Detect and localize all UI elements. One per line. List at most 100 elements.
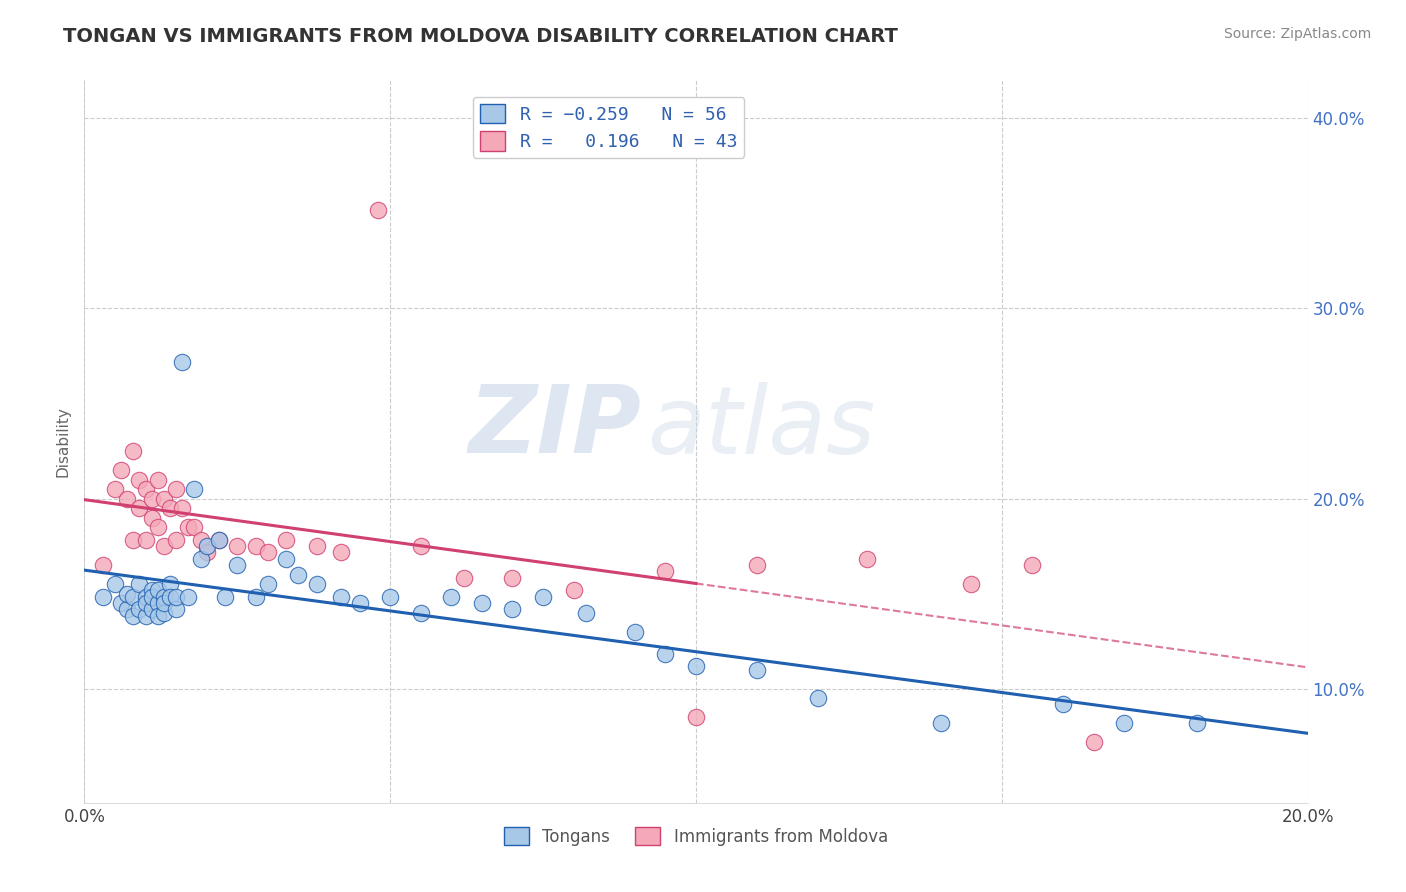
Point	[575, 606, 598, 620]
Point	[122, 444, 145, 458]
Point	[146, 520, 169, 534]
Point	[190, 552, 212, 566]
Point	[183, 482, 205, 496]
Point	[287, 567, 309, 582]
Point	[165, 533, 187, 548]
Point	[257, 577, 280, 591]
Point	[153, 539, 176, 553]
Point	[91, 591, 114, 605]
Point	[685, 710, 707, 724]
Text: ZIP: ZIP	[468, 381, 641, 473]
Point	[146, 582, 169, 597]
Point	[453, 571, 475, 585]
Point	[409, 539, 432, 553]
Point	[110, 596, 132, 610]
Point	[153, 491, 176, 506]
Point	[502, 602, 524, 616]
Point	[276, 533, 298, 548]
Point	[135, 533, 157, 548]
Text: TONGAN VS IMMIGRANTS FROM MOLDOVA DISABILITY CORRELATION CHART: TONGAN VS IMMIGRANTS FROM MOLDOVA DISABI…	[63, 27, 898, 45]
Point	[380, 591, 402, 605]
Point	[747, 558, 769, 573]
Point	[135, 591, 157, 605]
Text: Source: ZipAtlas.com: Source: ZipAtlas.com	[1223, 27, 1371, 41]
Point	[135, 482, 157, 496]
Point	[305, 539, 328, 553]
Point	[153, 591, 176, 605]
Point	[1114, 715, 1136, 730]
Point	[122, 533, 145, 548]
Point	[122, 609, 145, 624]
Point	[146, 609, 169, 624]
Point	[226, 558, 249, 573]
Point	[367, 202, 389, 217]
Point	[929, 715, 952, 730]
Point	[685, 659, 707, 673]
Point	[214, 591, 236, 605]
Point	[440, 591, 463, 605]
Point	[135, 609, 157, 624]
Legend: Tongans, Immigrants from Moldova: Tongans, Immigrants from Moldova	[498, 821, 894, 852]
Point	[1052, 697, 1074, 711]
Point	[471, 596, 494, 610]
Point	[146, 473, 169, 487]
Point	[153, 606, 176, 620]
Point	[807, 691, 830, 706]
Point	[115, 491, 138, 506]
Point	[165, 602, 187, 616]
Point	[195, 539, 218, 553]
Point	[141, 582, 163, 597]
Text: atlas: atlas	[647, 382, 876, 473]
Point	[165, 591, 187, 605]
Point	[747, 663, 769, 677]
Point	[502, 571, 524, 585]
Y-axis label: Disability: Disability	[55, 406, 70, 477]
Point	[349, 596, 371, 610]
Point	[128, 577, 150, 591]
Point	[141, 602, 163, 616]
Point	[177, 591, 200, 605]
Point	[159, 501, 181, 516]
Point	[1083, 735, 1105, 749]
Point	[122, 591, 145, 605]
Point	[91, 558, 114, 573]
Point	[183, 520, 205, 534]
Point	[1021, 558, 1043, 573]
Point	[245, 539, 267, 553]
Point	[330, 591, 353, 605]
Point	[115, 602, 138, 616]
Point	[190, 533, 212, 548]
Point	[226, 539, 249, 553]
Point	[654, 564, 676, 578]
Point	[177, 520, 200, 534]
Point	[531, 591, 554, 605]
Point	[141, 491, 163, 506]
Point	[276, 552, 298, 566]
Point	[208, 533, 231, 548]
Point	[330, 545, 353, 559]
Point	[128, 473, 150, 487]
Point	[141, 591, 163, 605]
Point	[115, 587, 138, 601]
Point	[245, 591, 267, 605]
Point	[305, 577, 328, 591]
Point	[165, 482, 187, 496]
Point	[159, 591, 181, 605]
Point	[128, 501, 150, 516]
Point	[654, 648, 676, 662]
Point	[856, 552, 879, 566]
Point	[141, 510, 163, 524]
Point	[562, 582, 585, 597]
Point	[110, 463, 132, 477]
Point	[135, 596, 157, 610]
Point	[104, 482, 127, 496]
Point	[153, 596, 176, 610]
Point	[257, 545, 280, 559]
Point	[208, 533, 231, 548]
Point	[409, 606, 432, 620]
Point	[624, 624, 647, 639]
Point	[128, 602, 150, 616]
Point	[172, 501, 194, 516]
Point	[960, 577, 983, 591]
Point	[172, 354, 194, 368]
